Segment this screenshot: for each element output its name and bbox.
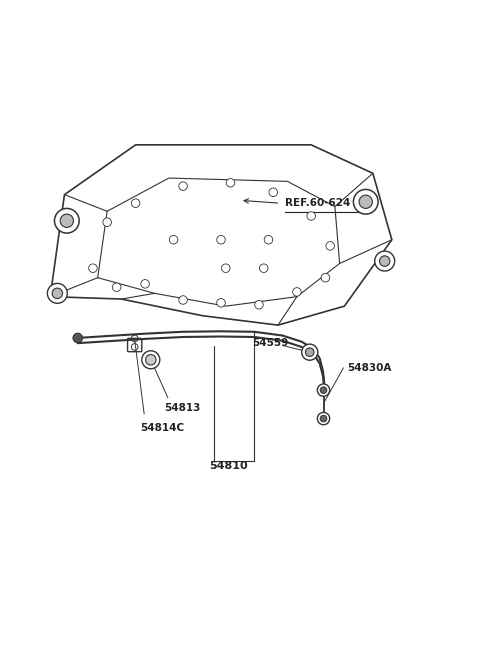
Circle shape [55, 208, 79, 233]
Text: 54814C: 54814C [140, 423, 184, 434]
Circle shape [169, 235, 178, 244]
Text: 54559: 54559 [252, 338, 288, 348]
Circle shape [221, 264, 230, 272]
Circle shape [320, 387, 327, 394]
Circle shape [305, 348, 314, 356]
Circle shape [112, 283, 121, 291]
Text: REF.60-624: REF.60-624 [285, 198, 350, 208]
Circle shape [380, 256, 390, 267]
Circle shape [264, 235, 273, 244]
Circle shape [142, 350, 160, 369]
Circle shape [317, 384, 330, 396]
Circle shape [260, 264, 268, 272]
Circle shape [103, 218, 111, 227]
Circle shape [321, 273, 330, 282]
Circle shape [73, 333, 83, 343]
Circle shape [48, 284, 67, 303]
Circle shape [307, 212, 315, 220]
Circle shape [141, 280, 149, 288]
Circle shape [293, 288, 301, 296]
Circle shape [320, 415, 327, 422]
Circle shape [89, 264, 97, 272]
Text: 54810: 54810 [209, 460, 248, 471]
Circle shape [269, 188, 277, 196]
Text: 54830A: 54830A [347, 363, 391, 373]
Circle shape [226, 179, 235, 187]
Circle shape [375, 251, 395, 271]
Circle shape [301, 344, 318, 360]
Circle shape [326, 242, 335, 250]
Circle shape [217, 235, 225, 244]
Circle shape [60, 214, 73, 227]
Circle shape [217, 299, 225, 307]
Circle shape [179, 295, 187, 305]
Circle shape [132, 199, 140, 208]
Circle shape [359, 195, 372, 208]
Circle shape [52, 288, 62, 299]
Circle shape [179, 182, 187, 191]
Text: 54813: 54813 [164, 403, 201, 413]
Circle shape [255, 301, 263, 309]
Circle shape [317, 413, 330, 424]
Circle shape [353, 189, 378, 214]
Circle shape [145, 354, 156, 365]
